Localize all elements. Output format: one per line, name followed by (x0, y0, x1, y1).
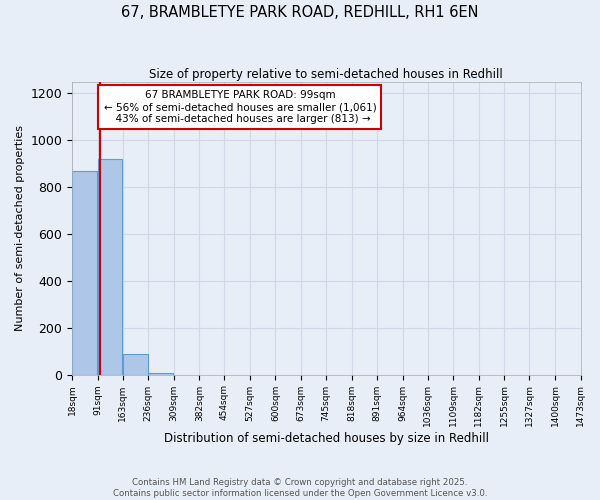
X-axis label: Distribution of semi-detached houses by size in Redhill: Distribution of semi-detached houses by … (164, 432, 489, 445)
Bar (123, 354, 148, 374)
Text: 67, BRAMBLETYE PARK ROAD, REDHILL, RH1 6EN: 67, BRAMBLETYE PARK ROAD, REDHILL, RH1 6… (121, 5, 479, 20)
Text: 67 BRAMBLETYE PARK ROAD: 99sqm
← 56% of semi-detached houses are smaller (1,061): 67 BRAMBLETYE PARK ROAD: 99sqm ← 56% of … (104, 90, 376, 124)
Bar (98, 159, 122, 374)
Text: Contains HM Land Registry data © Crown copyright and database right 2025.
Contai: Contains HM Land Registry data © Crown c… (113, 478, 487, 498)
Title: Size of property relative to semi-detached houses in Redhill: Size of property relative to semi-detach… (149, 68, 503, 80)
Bar (72, 170, 97, 374)
Y-axis label: Number of semi-detached properties: Number of semi-detached properties (15, 125, 25, 331)
